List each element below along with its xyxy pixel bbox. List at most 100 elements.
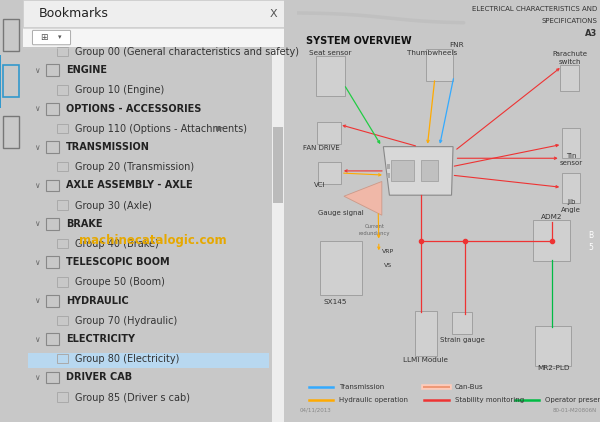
Bar <box>46 103 59 114</box>
Bar <box>4 19 19 51</box>
Bar <box>387 173 391 178</box>
Text: ∨: ∨ <box>34 219 40 228</box>
Text: AXLE ASSEMBLY - AXLE: AXLE ASSEMBLY - AXLE <box>66 181 193 190</box>
Text: ∨: ∨ <box>34 181 40 190</box>
Text: ∨: ∨ <box>34 373 40 382</box>
Bar <box>273 127 283 203</box>
Bar <box>57 200 68 210</box>
FancyBboxPatch shape <box>320 241 362 295</box>
Text: ∨: ∨ <box>34 104 40 113</box>
Bar <box>57 124 68 133</box>
Text: ▾: ▾ <box>58 35 61 41</box>
Text: ADM2: ADM2 <box>541 214 562 220</box>
Text: 80-01-M20806N: 80-01-M20806N <box>553 408 597 413</box>
Bar <box>57 392 68 402</box>
Text: VS: VS <box>384 263 392 268</box>
Text: Thumbwheels: Thumbwheels <box>407 50 457 56</box>
Polygon shape <box>344 181 382 215</box>
Text: ∨: ∨ <box>34 296 40 305</box>
Text: X: X <box>269 8 277 19</box>
Text: OPTIONS - ACCESSORIES: OPTIONS - ACCESSORIES <box>66 104 201 114</box>
Bar <box>46 141 59 153</box>
Bar <box>46 218 59 230</box>
FancyBboxPatch shape <box>533 220 570 261</box>
Text: Group 20 (Transmission): Group 20 (Transmission) <box>75 162 194 172</box>
Text: Gauge signal: Gauge signal <box>318 210 364 216</box>
Text: BRAKE: BRAKE <box>66 219 103 229</box>
Bar <box>57 47 68 56</box>
Bar <box>23 28 284 47</box>
Text: Strain gauge: Strain gauge <box>440 337 485 343</box>
Text: B
5: B 5 <box>588 231 593 252</box>
Text: Jib
Angle: Jib Angle <box>561 199 581 213</box>
Bar <box>28 353 269 368</box>
Text: Group 30 (Axle): Group 30 (Axle) <box>75 200 152 211</box>
Bar <box>57 316 68 325</box>
FancyBboxPatch shape <box>562 173 580 203</box>
Text: ∨: ∨ <box>34 143 40 151</box>
Text: Group 85 (Driver s cab): Group 85 (Driver s cab) <box>75 392 190 403</box>
Text: Groupe 50 (Boom): Groupe 50 (Boom) <box>75 277 165 287</box>
Bar <box>46 256 59 268</box>
Text: DRIVER CAB: DRIVER CAB <box>66 373 132 382</box>
Text: Stability monitoring: Stability monitoring <box>455 397 524 403</box>
Text: ENGINE: ENGINE <box>66 65 107 75</box>
Bar <box>46 295 59 306</box>
Text: FNR: FNR <box>449 42 464 48</box>
Text: ∨: ∨ <box>34 258 40 267</box>
FancyBboxPatch shape <box>560 65 579 91</box>
Text: Group 70 (Hydraulic): Group 70 (Hydraulic) <box>75 316 177 326</box>
Text: LLMI Module: LLMI Module <box>403 357 448 362</box>
Text: SYSTEM OVERVIEW: SYSTEM OVERVIEW <box>306 36 412 46</box>
Bar <box>23 0 284 27</box>
Text: Transmission: Transmission <box>340 384 385 390</box>
Bar <box>46 371 59 383</box>
FancyBboxPatch shape <box>32 30 71 45</box>
Text: Bookmarks: Bookmarks <box>38 7 109 20</box>
Text: Group 00 (General characteristics and safety): Group 00 (General characteristics and sa… <box>75 47 299 57</box>
Bar <box>57 354 68 363</box>
Text: 04/11/2013: 04/11/2013 <box>300 408 332 413</box>
Text: TELESCOPIC BOOM: TELESCOPIC BOOM <box>66 257 169 267</box>
Text: FAN DRIVE: FAN DRIVE <box>303 145 340 151</box>
Bar <box>421 160 438 181</box>
FancyBboxPatch shape <box>316 56 345 96</box>
FancyBboxPatch shape <box>425 49 453 81</box>
Bar <box>0 55 1 108</box>
Text: ELECTRICITY: ELECTRICITY <box>66 334 135 344</box>
Text: machinecatalogic.com: machinecatalogic.com <box>79 234 227 247</box>
Text: SPECIFICATIONS: SPECIFICATIONS <box>541 18 597 24</box>
Bar <box>57 85 68 95</box>
Bar <box>46 333 59 345</box>
Bar <box>4 65 19 97</box>
Bar <box>57 239 68 248</box>
FancyBboxPatch shape <box>415 311 437 356</box>
Text: VRP: VRP <box>382 249 394 254</box>
Text: Tin
sensor: Tin sensor <box>560 153 583 166</box>
Text: Group 40 (Brake): Group 40 (Brake) <box>75 239 159 249</box>
Text: HYDRAULIC: HYDRAULIC <box>66 296 128 306</box>
Text: A3: A3 <box>585 29 597 38</box>
Text: Current
redundancy: Current redundancy <box>359 225 390 235</box>
Bar <box>46 180 59 192</box>
Bar <box>387 164 391 169</box>
Text: Parachute
switch: Parachute switch <box>552 51 587 65</box>
Text: Group 80 (Electricity): Group 80 (Electricity) <box>75 354 179 364</box>
FancyBboxPatch shape <box>535 326 571 366</box>
Text: ELECTRICAL CHARACTERISTICS AND: ELECTRICAL CHARACTERISTICS AND <box>472 6 597 12</box>
Bar <box>391 160 413 181</box>
Text: Can-Bus: Can-Bus <box>455 384 483 390</box>
Text: Operator presence: Operator presence <box>545 397 600 403</box>
Text: ⊞: ⊞ <box>40 33 47 42</box>
Text: TRANSMISSION: TRANSMISSION <box>66 142 150 152</box>
Bar <box>4 116 19 148</box>
Text: Group 110 (Options - Attachments): Group 110 (Options - Attachments) <box>75 124 247 134</box>
Text: Hydraulic operation: Hydraulic operation <box>340 397 409 403</box>
Text: ∨: ∨ <box>34 335 40 344</box>
FancyBboxPatch shape <box>318 162 341 184</box>
Polygon shape <box>383 147 453 195</box>
Text: VCI: VCI <box>314 182 325 188</box>
Text: ∨: ∨ <box>34 66 40 75</box>
Bar <box>46 64 59 76</box>
Bar <box>57 162 68 171</box>
